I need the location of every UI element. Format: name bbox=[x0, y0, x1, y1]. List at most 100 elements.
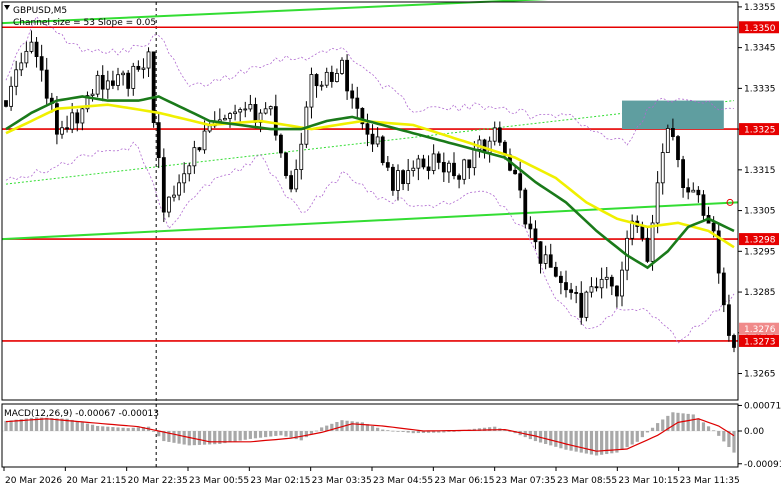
candle[interactable] bbox=[335, 68, 339, 83]
candle[interactable] bbox=[431, 144, 436, 175]
candle[interactable] bbox=[55, 95, 59, 145]
candle[interactable] bbox=[202, 120, 207, 154]
candle[interactable] bbox=[543, 245, 548, 270]
candle[interactable] bbox=[314, 73, 319, 98]
candle[interactable] bbox=[131, 62, 136, 96]
candle[interactable] bbox=[436, 151, 441, 170]
candle[interactable] bbox=[691, 182, 696, 193]
candle[interactable] bbox=[370, 124, 375, 152]
candle[interactable] bbox=[492, 121, 497, 146]
candle[interactable] bbox=[447, 160, 451, 183]
candle[interactable] bbox=[579, 281, 584, 325]
candle[interactable] bbox=[223, 114, 227, 121]
candle[interactable] bbox=[569, 282, 573, 300]
candle[interactable] bbox=[518, 161, 523, 199]
candle[interactable] bbox=[19, 52, 24, 77]
candle[interactable] bbox=[650, 214, 655, 271]
candle[interactable] bbox=[401, 169, 405, 191]
candle[interactable] bbox=[284, 152, 288, 179]
candle[interactable] bbox=[375, 127, 380, 148]
candle[interactable] bbox=[345, 54, 349, 100]
candle[interactable] bbox=[396, 164, 400, 201]
candle[interactable] bbox=[559, 271, 563, 295]
candle[interactable] bbox=[385, 155, 390, 172]
candle[interactable] bbox=[681, 155, 685, 198]
candle[interactable] bbox=[701, 190, 706, 220]
candle[interactable] bbox=[655, 171, 660, 234]
candle[interactable] bbox=[304, 101, 309, 149]
candle[interactable] bbox=[620, 261, 624, 307]
candle[interactable] bbox=[263, 102, 268, 115]
candle[interactable] bbox=[4, 100, 8, 108]
candle[interactable] bbox=[177, 174, 181, 201]
candle[interactable] bbox=[187, 162, 192, 182]
candle[interactable] bbox=[716, 224, 721, 284]
candle[interactable] bbox=[151, 51, 156, 128]
candle[interactable] bbox=[462, 158, 467, 185]
candle[interactable] bbox=[29, 30, 34, 54]
candle[interactable] bbox=[161, 148, 166, 223]
candle[interactable] bbox=[126, 70, 131, 97]
candle[interactable] bbox=[243, 101, 248, 118]
candle[interactable] bbox=[538, 241, 543, 274]
candle[interactable] bbox=[599, 267, 604, 299]
candle[interactable] bbox=[615, 285, 619, 308]
candle[interactable] bbox=[513, 166, 517, 175]
candle[interactable] bbox=[116, 67, 120, 91]
candle[interactable] bbox=[630, 214, 635, 246]
candle[interactable] bbox=[594, 277, 599, 292]
candle[interactable] bbox=[727, 294, 731, 342]
candle[interactable] bbox=[406, 158, 411, 191]
candle[interactable] bbox=[319, 81, 324, 91]
candle[interactable] bbox=[416, 154, 421, 181]
candle[interactable] bbox=[350, 83, 355, 109]
candle[interactable] bbox=[65, 115, 69, 133]
candle[interactable] bbox=[584, 290, 589, 322]
candle[interactable] bbox=[309, 67, 314, 119]
candle[interactable] bbox=[85, 91, 90, 113]
candle[interactable] bbox=[452, 152, 456, 180]
candle[interactable] bbox=[24, 41, 29, 68]
candle[interactable] bbox=[457, 173, 461, 189]
candle[interactable] bbox=[660, 143, 665, 195]
candle[interactable] bbox=[686, 178, 691, 200]
candle[interactable] bbox=[9, 76, 13, 111]
candle[interactable] bbox=[182, 162, 187, 193]
candle[interactable] bbox=[671, 118, 675, 141]
candle[interactable] bbox=[441, 152, 446, 182]
candle[interactable] bbox=[299, 132, 304, 180]
candle[interactable] bbox=[355, 86, 360, 118]
candle[interactable] bbox=[90, 88, 95, 102]
candle[interactable] bbox=[294, 159, 299, 193]
candle[interactable] bbox=[105, 70, 110, 99]
candle[interactable] bbox=[228, 112, 232, 128]
candle[interactable] bbox=[696, 186, 701, 203]
candle[interactable] bbox=[238, 107, 243, 123]
candle[interactable] bbox=[100, 65, 105, 102]
candle[interactable] bbox=[75, 109, 80, 132]
candle[interactable] bbox=[604, 267, 609, 289]
channel-line-upper[interactable] bbox=[1, 0, 738, 25]
candle[interactable] bbox=[645, 227, 650, 263]
candle[interactable] bbox=[380, 135, 385, 166]
candle[interactable] bbox=[497, 121, 502, 146]
candle[interactable] bbox=[340, 57, 344, 75]
candle[interactable] bbox=[324, 67, 329, 88]
candle[interactable] bbox=[467, 159, 472, 179]
candle[interactable] bbox=[411, 160, 416, 177]
candle[interactable] bbox=[533, 220, 538, 250]
candle[interactable] bbox=[589, 277, 594, 298]
candle[interactable] bbox=[146, 47, 151, 77]
candle[interactable] bbox=[365, 113, 370, 147]
candle[interactable] bbox=[528, 216, 533, 238]
candle[interactable] bbox=[95, 70, 100, 98]
candle[interactable] bbox=[141, 58, 146, 79]
candle[interactable] bbox=[574, 285, 579, 304]
candle[interactable] bbox=[289, 170, 293, 193]
candle[interactable] bbox=[34, 37, 39, 68]
candle[interactable] bbox=[426, 155, 431, 180]
candle[interactable] bbox=[60, 120, 64, 139]
candle[interactable] bbox=[548, 243, 553, 268]
